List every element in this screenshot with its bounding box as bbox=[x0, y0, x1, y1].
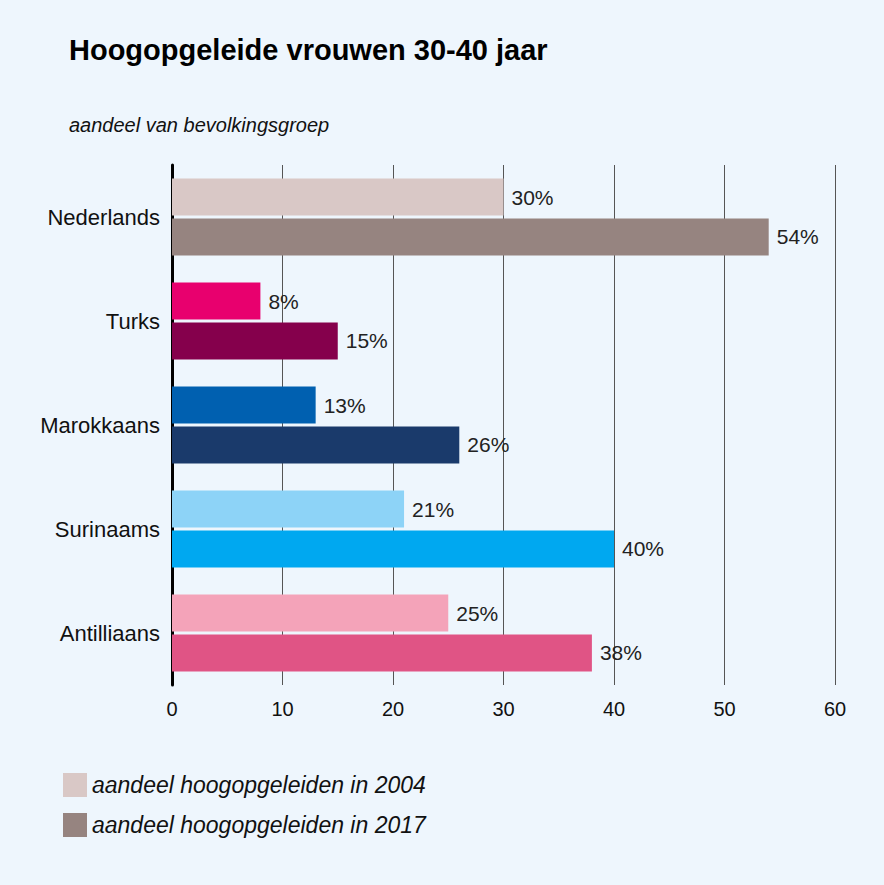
svg-text:Marokkaans: Marokkaans bbox=[40, 413, 160, 438]
svg-text:Antilliaans: Antilliaans bbox=[60, 621, 160, 646]
svg-text:40: 40 bbox=[603, 698, 625, 720]
svg-text:25%: 25% bbox=[456, 602, 498, 625]
svg-text:15%: 15% bbox=[346, 329, 388, 352]
svg-text:21%: 21% bbox=[412, 498, 454, 521]
svg-text:50: 50 bbox=[713, 698, 735, 720]
svg-text:26%: 26% bbox=[467, 433, 509, 456]
svg-text:Nederlands: Nederlands bbox=[47, 205, 160, 230]
svg-text:aandeel van bevolkingsgroep: aandeel van bevolkingsgroep bbox=[69, 114, 329, 136]
svg-text:13%: 13% bbox=[324, 394, 366, 417]
svg-text:10: 10 bbox=[271, 698, 293, 720]
svg-text:38%: 38% bbox=[600, 641, 642, 664]
svg-text:54%: 54% bbox=[777, 225, 819, 248]
svg-text:0: 0 bbox=[166, 698, 177, 720]
svg-text:Hoogopgeleide vrouwen 30-40 ja: Hoogopgeleide vrouwen 30-40 jaar bbox=[69, 34, 548, 66]
svg-text:20: 20 bbox=[382, 698, 404, 720]
svg-text:aandeel hoogopgeleiden in 2017: aandeel hoogopgeleiden in 2017 bbox=[92, 812, 427, 838]
svg-text:8%: 8% bbox=[268, 290, 298, 313]
svg-text:60: 60 bbox=[824, 698, 846, 720]
svg-text:aandeel hoogopgeleiden in 2004: aandeel hoogopgeleiden in 2004 bbox=[92, 772, 426, 798]
svg-text:30%: 30% bbox=[512, 186, 554, 209]
svg-text:30: 30 bbox=[492, 698, 514, 720]
svg-text:Turks: Turks bbox=[106, 309, 160, 334]
svg-text:Surinaams: Surinaams bbox=[55, 517, 160, 542]
svg-text:40%: 40% bbox=[622, 537, 664, 560]
